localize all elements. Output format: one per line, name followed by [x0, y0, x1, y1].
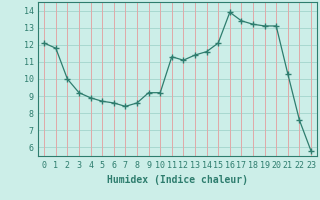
X-axis label: Humidex (Indice chaleur): Humidex (Indice chaleur) [107, 175, 248, 185]
